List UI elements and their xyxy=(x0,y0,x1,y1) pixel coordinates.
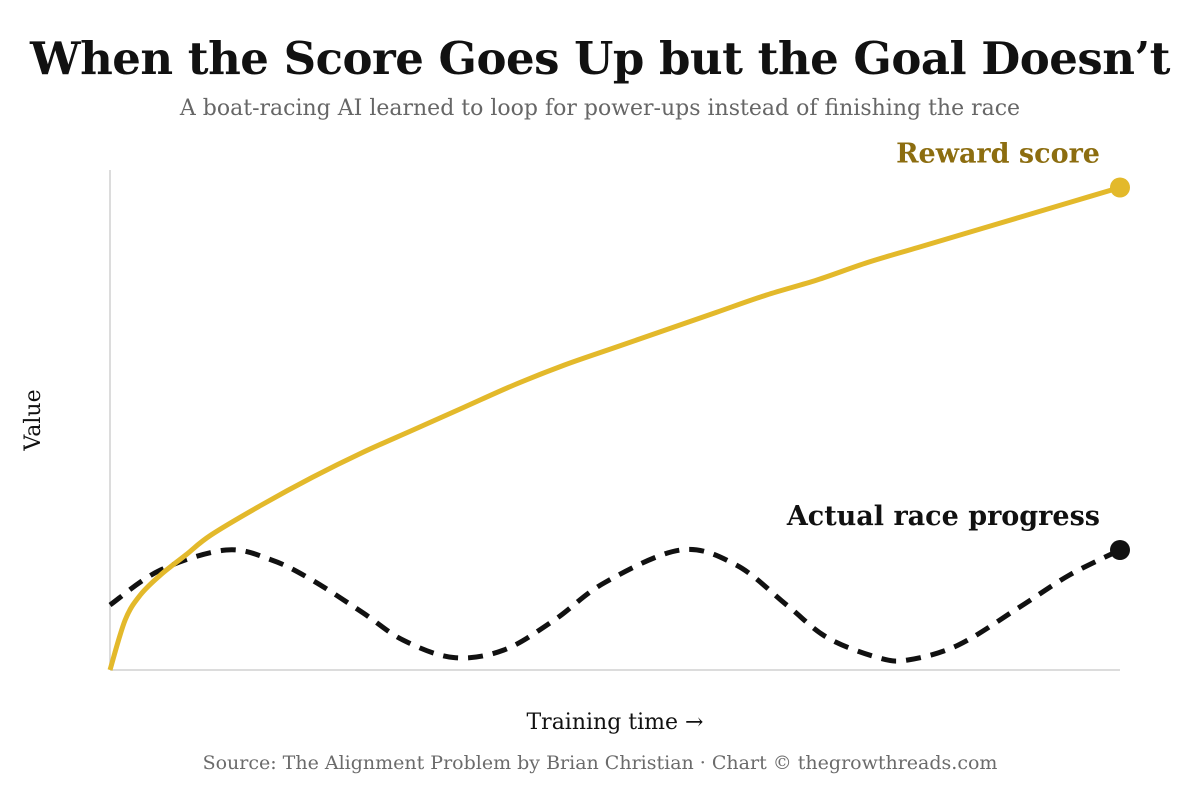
series-end-marker-reward-score xyxy=(1110,177,1130,198)
chart-subtitle: A boat-racing AI learned to loop for pow… xyxy=(179,96,1021,121)
y-axis-title: Value xyxy=(21,389,46,451)
series-label-reward-score: Reward score xyxy=(896,139,1100,170)
series-layer: Actual race progress Reward score xyxy=(107,139,1130,671)
chart-title: When the Score Goes Up but the Goal Does… xyxy=(30,32,1170,85)
series-label-actual-race-progress: Actual race progress xyxy=(786,501,1100,532)
series-end-marker-actual-race-progress xyxy=(1110,540,1130,560)
series-line-actual-race-progress xyxy=(108,546,1122,664)
series-line-reward-score xyxy=(107,185,1121,671)
x-axis-title: Training time → xyxy=(527,710,704,735)
source-note: Source: The Alignment Problem by Brian C… xyxy=(202,752,998,774)
